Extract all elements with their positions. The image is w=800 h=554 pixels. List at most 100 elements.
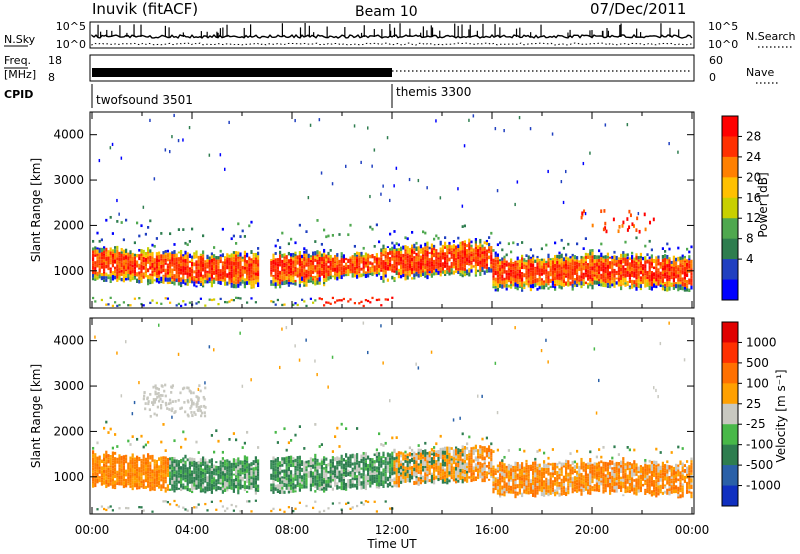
power-cell: [252, 280, 255, 284]
power-cell: [272, 259, 275, 265]
velocity-cell: [503, 473, 506, 477]
power-cell: [628, 279, 631, 283]
power-cell: [404, 254, 407, 257]
velocity-cell: [406, 476, 409, 478]
power-cell: [494, 268, 497, 271]
velocity-cell: [437, 461, 440, 466]
power-cell: [428, 252, 431, 254]
velocity-cell: [444, 477, 447, 482]
power-cell: [529, 258, 532, 264]
power-cell: [213, 279, 216, 284]
power-cell: [331, 267, 334, 272]
velocity-cell: [131, 484, 134, 488]
power-cell: [584, 281, 587, 285]
velocity-cell: [375, 510, 378, 513]
power-cell: [155, 278, 158, 283]
power-cell: [109, 273, 112, 277]
power-cell: [435, 234, 438, 238]
power-cell: [303, 268, 306, 273]
velocity-cell: [525, 487, 528, 492]
power-cell: [118, 273, 121, 276]
velocity-cell: [523, 472, 526, 475]
power-cell: [655, 259, 658, 264]
power-cell: [587, 263, 590, 266]
power-cell: [529, 280, 532, 285]
power-cell: [642, 273, 645, 277]
power-cell: [393, 184, 395, 188]
velocity-cell: [481, 456, 484, 461]
velocity-cell: [116, 475, 119, 478]
power-cell: [681, 267, 684, 271]
velocity-cell: [283, 457, 286, 461]
velocity-cell: [452, 418, 455, 422]
power-cell: [307, 270, 310, 275]
velocity-cell: [433, 449, 436, 453]
power-cell: [655, 273, 658, 278]
power-cell: [285, 265, 288, 271]
velocity-cell: [204, 480, 207, 483]
nsky-panel-frame: [89, 21, 695, 49]
power-cell: [397, 261, 400, 266]
power-cell: [545, 260, 548, 264]
power-cell: [677, 284, 680, 288]
power-cell: [318, 251, 321, 255]
power-cell: [573, 267, 576, 272]
power-cell: [287, 271, 290, 274]
power-cell: [426, 275, 429, 280]
velocity-cell: [444, 471, 447, 475]
power-cell: [455, 270, 458, 273]
velocity-cell: [215, 472, 218, 476]
velocity-cell: [334, 475, 337, 478]
power-cell: [666, 258, 669, 261]
power-cell: [230, 278, 233, 280]
power-cell: [521, 281, 524, 285]
power-cell: [499, 283, 502, 288]
power-cell: [450, 268, 453, 272]
velocity-cell: [153, 473, 156, 477]
velocity-cell: [382, 361, 384, 365]
power-cell: [499, 267, 502, 272]
colorbar-segment: [722, 177, 738, 199]
power-cell: [661, 279, 664, 284]
velocity-cell: [327, 476, 330, 480]
power-cell: [118, 303, 121, 307]
power-cell: [587, 273, 590, 275]
power-cell: [591, 284, 594, 290]
power-cell: [672, 286, 675, 290]
velocity-cell: [336, 482, 339, 486]
power-cell: [98, 274, 101, 279]
velocity-cell: [292, 489, 295, 493]
power-cell: [404, 276, 407, 281]
power-cell: [180, 281, 183, 285]
velocity-cell: [320, 488, 323, 491]
velocity-cell: [283, 482, 286, 487]
power-cell: [380, 264, 383, 268]
power-cell: [287, 277, 290, 280]
power-cell: [690, 285, 693, 290]
power-cell: [686, 269, 689, 274]
velocity-cell: [448, 452, 451, 456]
velocity-cell: [314, 485, 317, 488]
power-cell: [318, 297, 321, 300]
power-cell: [672, 277, 675, 283]
velocity-cell: [175, 466, 178, 471]
freq-panel-frame: [89, 54, 695, 82]
power-cell: [356, 268, 359, 271]
velocity-cell: [103, 453, 106, 458]
velocity-cell: [503, 455, 506, 459]
velocity-cell: [287, 490, 290, 494]
velocity-cell: [314, 468, 317, 472]
power-cell: [239, 271, 242, 275]
power-cell: [184, 262, 187, 267]
velocity-cell: [316, 465, 319, 470]
velocity-cell: [133, 464, 136, 467]
power-cell: [604, 283, 607, 288]
power-cell: [301, 254, 304, 259]
velocity-cell: [450, 465, 453, 469]
power-cell: [188, 253, 191, 258]
power-cell: [435, 266, 438, 269]
power-cell: [604, 221, 607, 226]
velocity-cell: [109, 457, 112, 462]
velocity-cell: [118, 467, 121, 472]
velocity-cell: [301, 479, 304, 482]
